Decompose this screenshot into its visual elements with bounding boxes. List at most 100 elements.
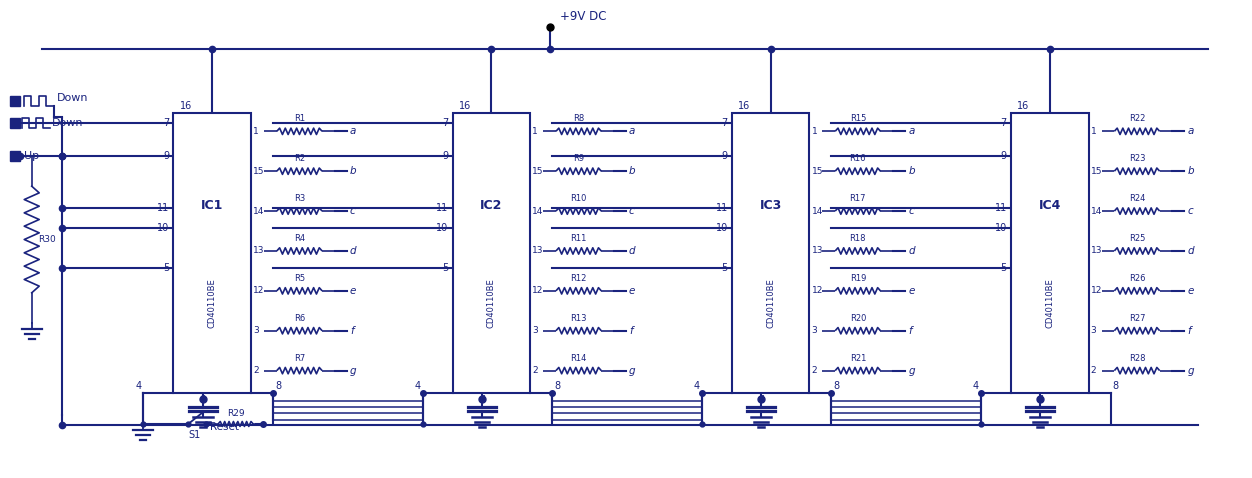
- Text: R2: R2: [294, 154, 305, 163]
- Text: R21: R21: [850, 354, 866, 363]
- Text: 4: 4: [135, 380, 141, 391]
- Text: 1: 1: [811, 127, 818, 136]
- Text: 5: 5: [442, 263, 448, 273]
- Text: 8: 8: [275, 380, 282, 391]
- Text: S1: S1: [188, 430, 200, 440]
- Text: 7: 7: [1000, 119, 1007, 128]
- Text: 7: 7: [442, 119, 448, 128]
- Text: 8: 8: [555, 380, 561, 391]
- Text: a: a: [629, 126, 635, 136]
- Text: R18: R18: [850, 234, 866, 243]
- Text: R5: R5: [294, 274, 305, 283]
- Text: 7: 7: [721, 119, 727, 128]
- Text: e: e: [1187, 286, 1193, 296]
- Text: e: e: [629, 286, 635, 296]
- Text: f: f: [629, 326, 632, 336]
- Text: c: c: [908, 206, 914, 216]
- Text: 2: 2: [811, 366, 818, 375]
- Text: c: c: [1187, 206, 1193, 216]
- Text: R26: R26: [1129, 274, 1146, 283]
- Text: 11: 11: [994, 203, 1007, 213]
- Text: Reset: Reset: [210, 422, 239, 432]
- Text: R4: R4: [294, 234, 305, 243]
- Text: 14: 14: [811, 206, 823, 216]
- Text: 4: 4: [414, 380, 421, 391]
- Text: IC4: IC4: [1039, 199, 1060, 212]
- Text: R29: R29: [227, 409, 244, 418]
- Text: R6: R6: [294, 314, 305, 323]
- Text: Up: Up: [24, 151, 39, 161]
- Text: 6: 6: [759, 394, 764, 404]
- Text: 1: 1: [532, 127, 538, 136]
- Text: b: b: [908, 166, 915, 176]
- Text: 12: 12: [1090, 286, 1102, 295]
- Text: 9: 9: [721, 151, 727, 161]
- Text: 3: 3: [253, 326, 259, 335]
- Text: R22: R22: [1129, 114, 1146, 123]
- Text: R15: R15: [850, 114, 866, 123]
- Text: 10: 10: [994, 223, 1007, 233]
- Text: R28: R28: [1129, 354, 1146, 363]
- Text: R20: R20: [850, 314, 866, 323]
- Text: f: f: [1187, 326, 1191, 336]
- Text: 11: 11: [436, 203, 448, 213]
- Text: 6: 6: [1038, 394, 1043, 404]
- Text: 5: 5: [1000, 263, 1007, 273]
- Text: 15: 15: [1090, 167, 1102, 176]
- Text: R17: R17: [850, 194, 866, 203]
- Text: g: g: [629, 366, 636, 376]
- Text: 12: 12: [532, 286, 543, 295]
- Text: b: b: [349, 166, 357, 176]
- Bar: [10, 119, 20, 128]
- Text: 3: 3: [811, 326, 818, 335]
- Text: 13: 13: [811, 247, 823, 255]
- Text: d: d: [349, 246, 357, 256]
- Text: a: a: [908, 126, 914, 136]
- Text: 13: 13: [532, 247, 543, 255]
- Text: 16: 16: [1017, 101, 1029, 111]
- Text: f: f: [349, 326, 353, 336]
- Text: d: d: [1187, 246, 1194, 256]
- Text: R19: R19: [850, 274, 866, 283]
- Text: R9: R9: [573, 154, 585, 163]
- Text: R10: R10: [571, 194, 587, 203]
- Text: 3: 3: [532, 326, 538, 335]
- Text: 7: 7: [163, 119, 169, 128]
- Text: R14: R14: [571, 354, 587, 363]
- Text: 11: 11: [715, 203, 727, 213]
- Text: 10: 10: [156, 223, 169, 233]
- Text: R13: R13: [571, 314, 587, 323]
- Text: CD40110BE: CD40110BE: [1045, 278, 1054, 328]
- Text: 2: 2: [253, 366, 259, 375]
- Text: b: b: [1187, 166, 1194, 176]
- Text: 5: 5: [721, 263, 727, 273]
- Text: 16: 16: [179, 101, 192, 111]
- Text: 4: 4: [694, 380, 700, 391]
- Text: g: g: [349, 366, 357, 376]
- Text: CD40110BE: CD40110BE: [208, 278, 217, 328]
- Text: CD40110BE: CD40110BE: [487, 278, 496, 328]
- Text: 14: 14: [253, 206, 264, 216]
- Text: 9: 9: [1000, 151, 1007, 161]
- Text: +9V DC: +9V DC: [560, 10, 607, 22]
- Text: c: c: [349, 206, 356, 216]
- Text: R7: R7: [294, 354, 305, 363]
- Text: c: c: [629, 206, 635, 216]
- Text: IC3: IC3: [760, 199, 781, 212]
- Text: 10: 10: [436, 223, 448, 233]
- Bar: [10, 97, 20, 107]
- Bar: [1010, 113, 1089, 392]
- Text: R3: R3: [294, 194, 305, 203]
- Text: 1: 1: [253, 127, 259, 136]
- Text: 10: 10: [715, 223, 727, 233]
- Text: R1: R1: [294, 114, 305, 123]
- Bar: [731, 113, 810, 392]
- Text: e: e: [908, 286, 914, 296]
- Text: f: f: [908, 326, 911, 336]
- Text: a: a: [1187, 126, 1193, 136]
- Text: Down: Down: [51, 119, 83, 128]
- Text: 8: 8: [834, 380, 840, 391]
- Text: 15: 15: [253, 167, 264, 176]
- Text: R30: R30: [38, 235, 55, 244]
- Bar: [173, 113, 252, 392]
